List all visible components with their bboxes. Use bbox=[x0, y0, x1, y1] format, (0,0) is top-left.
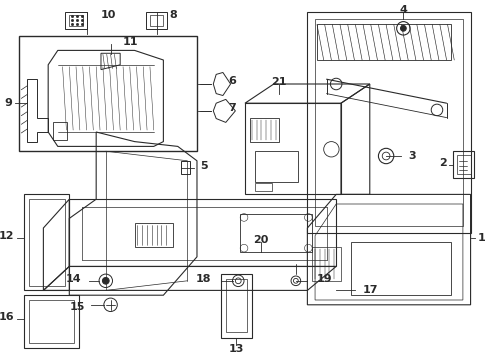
Text: 15: 15 bbox=[69, 302, 84, 312]
Bar bbox=[180, 161, 190, 174]
Bar bbox=[146, 12, 167, 29]
Text: 8: 8 bbox=[169, 10, 177, 20]
Bar bbox=[69, 15, 82, 26]
Text: 5: 5 bbox=[200, 161, 207, 171]
Bar bbox=[311, 247, 340, 281]
Text: 18: 18 bbox=[196, 274, 211, 284]
Bar bbox=[53, 122, 67, 140]
Text: 9: 9 bbox=[5, 98, 13, 108]
Text: 4: 4 bbox=[399, 5, 407, 15]
Text: 16: 16 bbox=[0, 312, 15, 322]
Bar bbox=[254, 183, 271, 190]
Bar bbox=[150, 15, 163, 26]
Text: 17: 17 bbox=[362, 285, 378, 296]
Text: 7: 7 bbox=[228, 103, 236, 113]
Text: 19: 19 bbox=[316, 274, 332, 284]
Bar bbox=[249, 118, 278, 141]
Text: 1: 1 bbox=[476, 233, 484, 243]
Bar bbox=[456, 155, 469, 174]
Text: 10: 10 bbox=[101, 10, 116, 20]
Bar bbox=[350, 242, 450, 295]
Text: 6: 6 bbox=[228, 76, 236, 86]
Text: 2: 2 bbox=[438, 158, 446, 168]
Text: 11: 11 bbox=[123, 37, 138, 47]
Bar bbox=[225, 279, 246, 332]
Bar bbox=[240, 213, 311, 252]
Text: 3: 3 bbox=[407, 151, 415, 161]
Bar bbox=[254, 151, 297, 182]
Text: 14: 14 bbox=[66, 274, 81, 284]
Circle shape bbox=[400, 26, 406, 31]
Bar bbox=[452, 151, 473, 178]
Bar bbox=[20, 36, 197, 151]
Text: 20: 20 bbox=[253, 235, 268, 246]
Bar bbox=[134, 223, 173, 247]
Text: 12: 12 bbox=[0, 231, 15, 241]
Text: 21: 21 bbox=[270, 77, 286, 87]
Bar bbox=[65, 12, 86, 29]
Text: 13: 13 bbox=[228, 344, 244, 354]
Circle shape bbox=[102, 278, 109, 284]
